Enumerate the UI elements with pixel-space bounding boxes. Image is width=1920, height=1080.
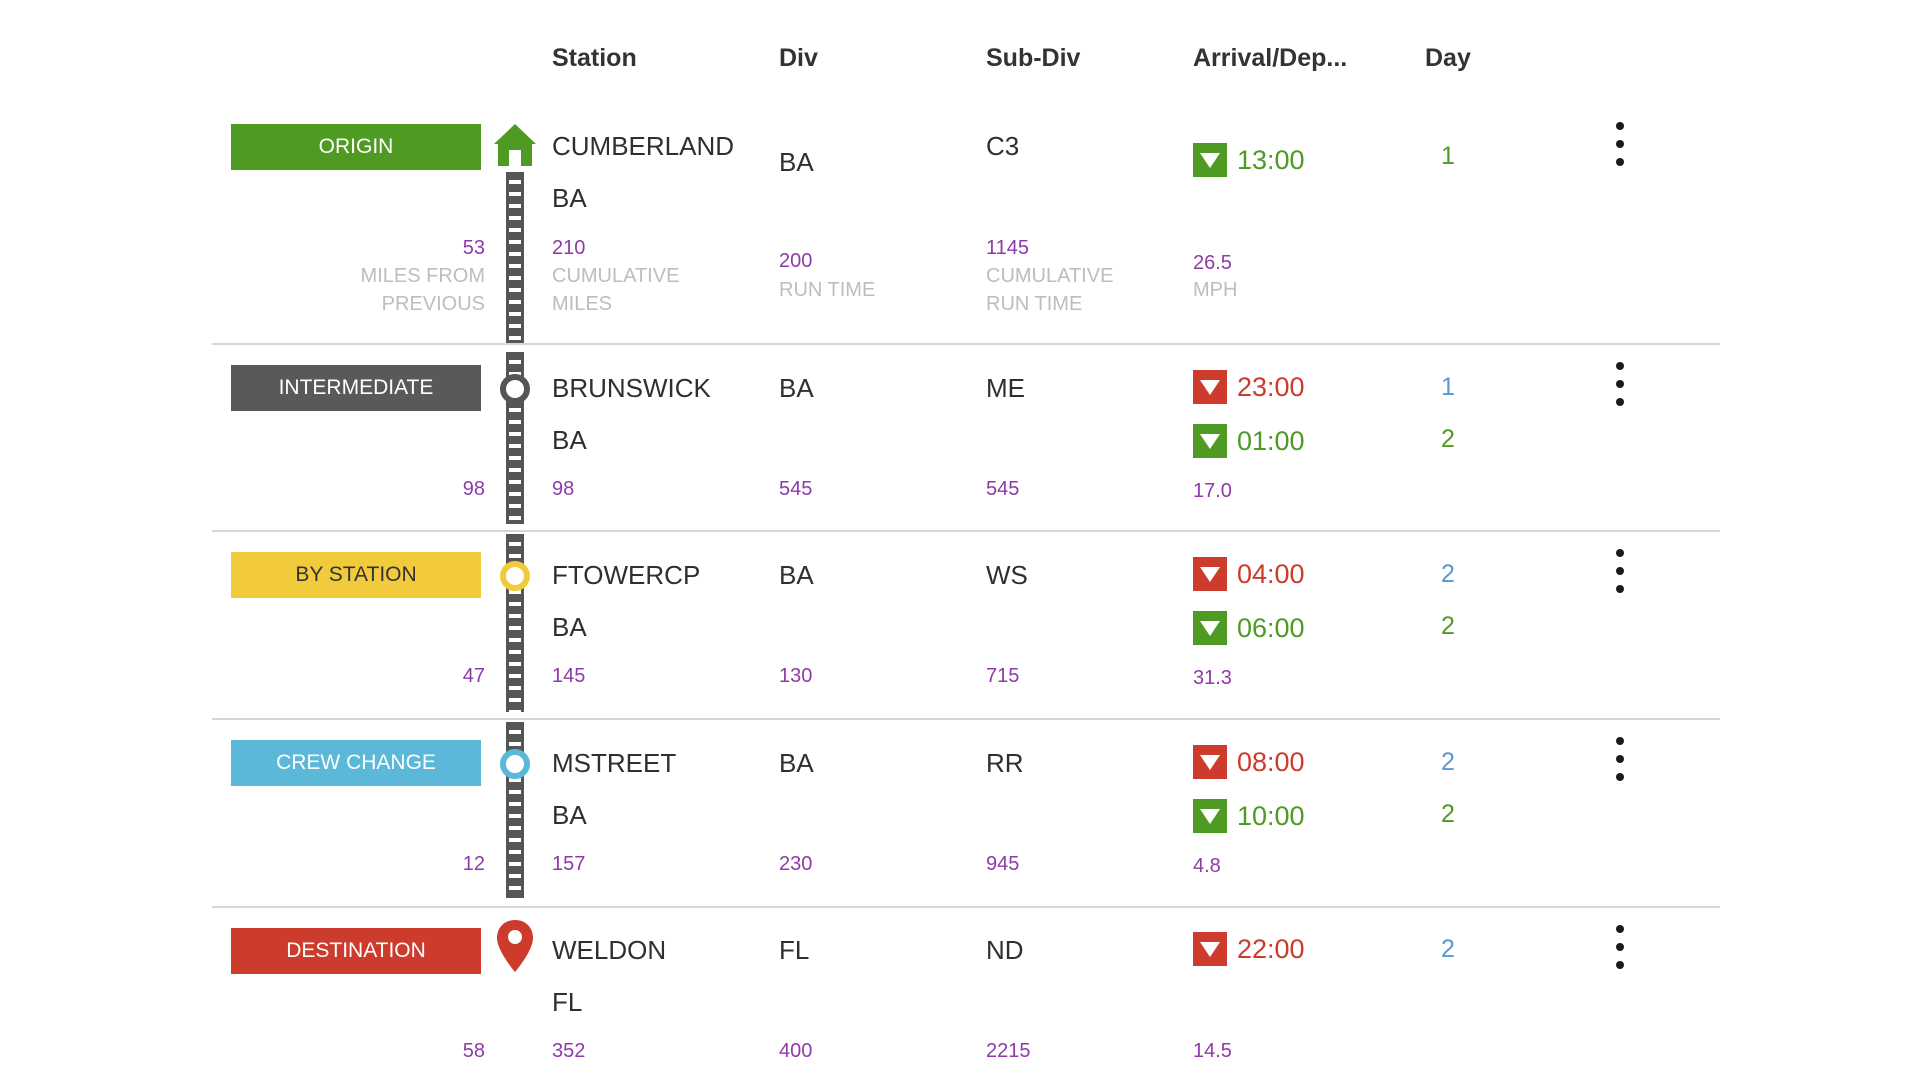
- station-sub: FL: [552, 987, 583, 1017]
- stop-type-badge: BY STATION: [231, 552, 481, 598]
- departure-icon: [1193, 799, 1227, 833]
- track-segment: [506, 172, 524, 344]
- stop-type-badge: CREW CHANGE: [231, 740, 481, 786]
- more-options-button[interactable]: [1610, 737, 1630, 781]
- row-divider: [212, 530, 1720, 532]
- more-options-button[interactable]: [1610, 549, 1630, 593]
- station-name: BRUNSWICK: [552, 373, 711, 403]
- arrival-time: 04:00: [1193, 557, 1305, 591]
- departure-time: 01:00: [1193, 424, 1305, 458]
- div-value: BA: [779, 748, 814, 778]
- cumulative-run-time: 545: [986, 478, 1020, 500]
- circle-node-icon: [500, 374, 530, 404]
- cumulative-miles: 352: [552, 1040, 586, 1062]
- arrival-time: 23:00: [1193, 370, 1305, 404]
- departure-icon: [1193, 611, 1227, 645]
- miles-from-previous: 53: [462, 237, 485, 259]
- day-value: 2: [1441, 800, 1455, 828]
- header-station: Station: [552, 44, 637, 72]
- arrival-time: 22:00: [1193, 932, 1305, 966]
- station-name: MSTREET: [552, 748, 677, 778]
- station-name: WELDON: [552, 935, 667, 965]
- cumulative-run-time: 2215: [986, 1040, 1031, 1062]
- circle-node-icon: [500, 561, 530, 591]
- day-value: 1: [1441, 142, 1455, 170]
- station-name: FTOWERCP: [552, 560, 701, 590]
- home-icon: [494, 124, 536, 166]
- day-value: 2: [1441, 935, 1455, 963]
- div-value: BA: [779, 147, 814, 177]
- more-options-button[interactable]: [1610, 122, 1630, 166]
- subdiv-value: C3: [986, 131, 1020, 161]
- cumulative-miles: 98: [552, 478, 575, 500]
- run-time: 130: [779, 665, 813, 687]
- subdiv-value: WS: [986, 560, 1028, 590]
- cumulative-run-time: 1145: [986, 237, 1030, 259]
- div-value: BA: [779, 560, 814, 590]
- station-sub: BA: [552, 425, 587, 455]
- departure-time: 10:00: [1193, 799, 1305, 833]
- cumulative-miles: 157: [552, 853, 586, 875]
- run-time-label: RUN TIME: [779, 279, 876, 301]
- header-div: Div: [779, 44, 818, 72]
- subdiv-value: ME: [986, 373, 1025, 403]
- arrival-icon: [1193, 932, 1227, 966]
- day-value: 1: [1441, 373, 1455, 401]
- div-value: BA: [779, 373, 814, 403]
- mph: 14.5: [1193, 1040, 1232, 1062]
- station-name: CUMBERLAND: [552, 131, 735, 161]
- more-options-button[interactable]: [1610, 362, 1630, 406]
- station-sub: BA: [552, 612, 587, 642]
- row-divider: [212, 906, 1720, 908]
- departure-icon: [1193, 143, 1227, 177]
- run-time: 230: [779, 853, 813, 875]
- day-value: 2: [1441, 425, 1455, 453]
- miles-from-previous: 58: [462, 1040, 485, 1062]
- cumulative-run-time: 715: [986, 665, 1020, 687]
- subdiv-value: RR: [986, 748, 1024, 778]
- departure-time: 13:00: [1193, 143, 1305, 177]
- mph: 31.3: [1193, 667, 1232, 689]
- mph: 4.8: [1193, 855, 1221, 877]
- day-value: 2: [1441, 748, 1455, 776]
- arrival-icon: [1193, 557, 1227, 591]
- stop-type-badge: DESTINATION: [231, 928, 481, 974]
- day-value: 2: [1441, 560, 1455, 588]
- stop-type-badge: INTERMEDIATE: [231, 365, 481, 411]
- station-sub: BA: [552, 183, 587, 213]
- cumulative-miles: 145: [552, 665, 586, 687]
- miles-from-previous: 98: [462, 478, 485, 500]
- station-sub: BA: [552, 800, 587, 830]
- run-time: 200: [779, 250, 813, 272]
- departure-time: 06:00: [1193, 611, 1305, 645]
- departure-icon: [1193, 424, 1227, 458]
- day-value: 2: [1441, 612, 1455, 640]
- row-divider: [212, 343, 1720, 345]
- subdiv-value: ND: [986, 935, 1024, 965]
- header-day: Day: [1425, 44, 1471, 72]
- mph: 17.0: [1193, 480, 1232, 502]
- more-options-button[interactable]: [1610, 925, 1630, 969]
- map-pin-icon: [497, 920, 533, 972]
- div-value: FL: [779, 935, 810, 965]
- cumulative-run-time-label: CUMULATIVE RUN TIME: [986, 265, 1114, 315]
- row-divider: [212, 718, 1720, 720]
- mph: 26.5: [1193, 252, 1232, 274]
- run-time: 545: [779, 478, 813, 500]
- header-arrival-departure: Arrival/Dep...: [1193, 44, 1348, 72]
- header-subdiv: Sub-Div: [986, 44, 1081, 72]
- cumulative-run-time: 945: [986, 853, 1020, 875]
- mph-label: MPH: [1193, 279, 1238, 301]
- cumulative-miles: 210: [552, 237, 586, 259]
- miles-from-previous: 47: [462, 665, 485, 687]
- arrival-icon: [1193, 370, 1227, 404]
- run-time: 400: [779, 1040, 813, 1062]
- miles-from-previous: 12: [462, 853, 485, 875]
- arrival-icon: [1193, 745, 1227, 779]
- circle-node-icon: [500, 749, 530, 779]
- cumulative-miles-label: CUMULATIVE MILES: [552, 265, 680, 315]
- miles-from-previous-label: MILES FROM PREVIOUS: [360, 265, 485, 315]
- arrival-time: 08:00: [1193, 745, 1305, 779]
- stop-type-badge: ORIGIN: [231, 124, 481, 170]
